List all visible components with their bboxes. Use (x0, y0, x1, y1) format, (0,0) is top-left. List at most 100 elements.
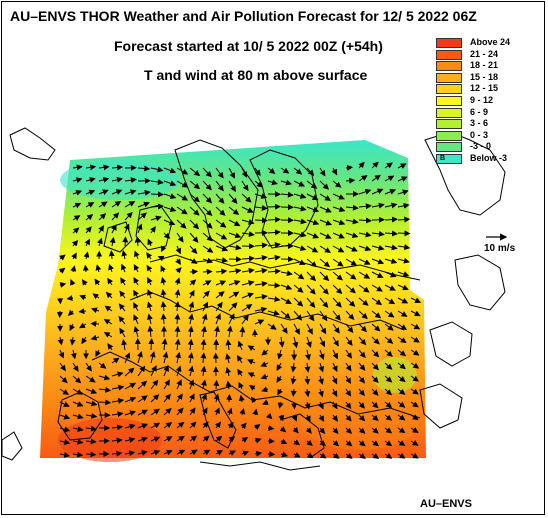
wind-arrow (133, 302, 139, 312)
wind-arrow (98, 213, 107, 221)
wind-arrow (103, 319, 113, 325)
wind-arrow (304, 375, 311, 385)
wind-arrow (189, 245, 198, 255)
wind-arrow (384, 427, 393, 434)
wind-arrow (111, 411, 124, 418)
wind-arrow (397, 163, 407, 169)
field-subtitle: T and wind at 80 m above surface (144, 67, 368, 83)
wind-arrow (306, 193, 319, 200)
wind-arrow (59, 413, 71, 420)
wind-arrow (332, 297, 342, 308)
wind-arrow (189, 435, 198, 442)
wind-arrow (85, 164, 97, 171)
wind-arrow (267, 309, 280, 316)
wind-arrow (358, 375, 366, 384)
wind-arrow (85, 425, 97, 432)
wind-arrow (124, 352, 131, 364)
legend-swatch (436, 38, 462, 48)
wind-arrow (202, 232, 213, 242)
wind-arrow (187, 352, 194, 364)
wind-arrow (332, 180, 342, 188)
wind-arrow (293, 310, 303, 321)
wind-arrow (137, 365, 146, 377)
wind-arrow (85, 400, 98, 407)
wind-arrow (92, 293, 100, 300)
wind-arrow (345, 452, 353, 459)
wind-arrow (202, 206, 213, 216)
wind-arrow (293, 451, 301, 458)
wind-arrow (397, 427, 406, 434)
wind-arrow (397, 230, 411, 237)
wind-arrow (72, 177, 83, 184)
wind-arrow (371, 349, 380, 358)
wind-arrow (241, 180, 249, 192)
wind-arrow (108, 263, 114, 273)
wind-arrow (306, 219, 320, 226)
wind-arrow (70, 265, 77, 273)
wind-arrow (176, 206, 188, 215)
wind-arrow (236, 355, 243, 364)
wind-arrow (238, 394, 245, 403)
wind-arrow (410, 297, 422, 303)
wind-arrow (109, 236, 116, 247)
wind-arrow (345, 177, 356, 184)
wind-arrow (202, 301, 209, 312)
wind-arrow (319, 440, 326, 447)
wind-arrow (332, 310, 341, 321)
wind-arrow (95, 349, 101, 357)
wind-arrow (290, 362, 297, 373)
legend-swatch (436, 84, 462, 95)
wind-arrow (213, 379, 220, 390)
wind-arrow (291, 401, 298, 410)
wind-arrow (248, 385, 256, 391)
wind-arrow (358, 271, 371, 279)
wind-arrow (124, 396, 137, 403)
wind-arrow (384, 349, 393, 357)
wind-arrow (174, 289, 181, 299)
wind-arrow (358, 323, 367, 333)
wind-arrow (111, 189, 123, 195)
wind-arrow (254, 280, 268, 287)
wind-arrow (226, 393, 233, 403)
wind-arrow (189, 393, 195, 403)
wind-arrow (90, 334, 100, 341)
wind-arrow (241, 280, 255, 287)
wind-arrow (306, 258, 318, 268)
wind-arrow (345, 271, 357, 280)
wind-arrow (85, 375, 96, 383)
wind-arrow (57, 336, 64, 346)
legend-swatch (436, 130, 462, 141)
wind-arrow (71, 239, 79, 247)
wind-arrow (215, 193, 225, 204)
wind-arrow (72, 362, 79, 372)
wind-arrow (85, 451, 97, 458)
wind-arrow (59, 439, 71, 445)
wind-arrow (85, 226, 92, 234)
wind-arrow (66, 295, 74, 302)
wind-arrow (397, 176, 408, 182)
wind-arrow (162, 351, 169, 364)
wind-arrow (137, 165, 151, 172)
wind-arrow (85, 177, 96, 183)
wind-arrow (81, 279, 88, 286)
wind-arrow (188, 289, 195, 299)
wind-arrow (136, 223, 143, 234)
wind-arrow (163, 206, 177, 213)
wind-arrow (280, 323, 288, 334)
wind-arrow (358, 284, 370, 293)
wind-arrow (251, 396, 257, 404)
wind-arrow (137, 380, 148, 390)
wind-arrow (358, 203, 372, 210)
wind-arrow (225, 353, 231, 364)
wind-arrow (267, 268, 281, 275)
wind-arrow (137, 395, 148, 403)
wind-arrow (267, 167, 276, 175)
wind-arrow (215, 291, 225, 299)
wind-arrow (241, 218, 255, 225)
wind-arrow (318, 388, 324, 398)
wind-arrow (358, 297, 369, 306)
legend-swatch (436, 107, 462, 118)
wind-arrow (397, 297, 409, 304)
wind-arrow (241, 450, 250, 457)
